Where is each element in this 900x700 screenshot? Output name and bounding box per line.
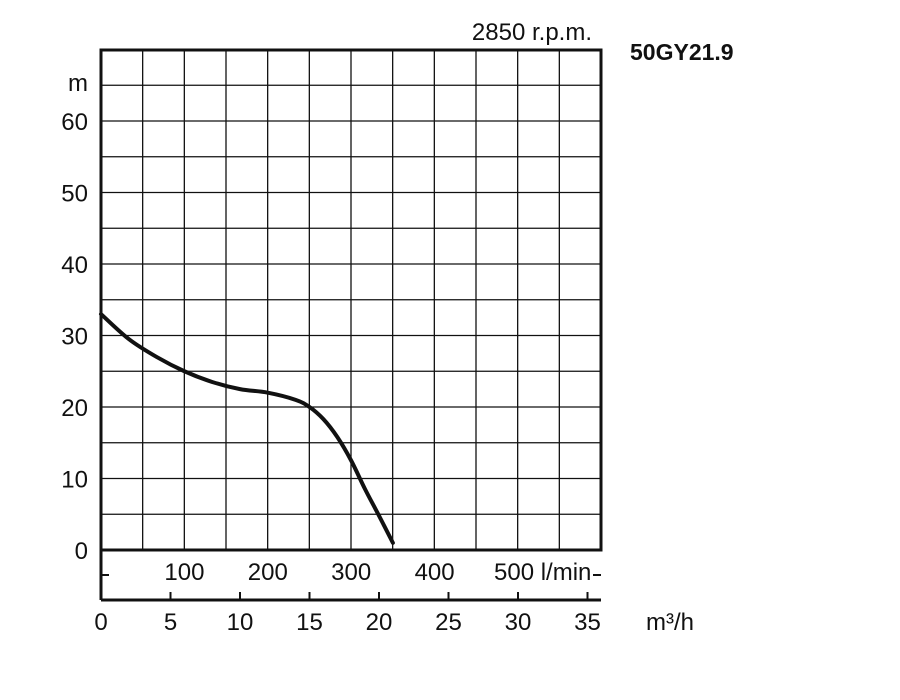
x-axis-label: m³/h: [646, 609, 694, 636]
x-tick-label: 25: [435, 609, 462, 636]
x-tick-label: 30: [505, 609, 532, 636]
model-label: 50GY21.9: [630, 39, 734, 65]
y-tick-label: 50: [61, 181, 88, 208]
x-tick-label: 20: [366, 609, 393, 636]
flow-lmin-tick-label: 100: [164, 559, 204, 586]
y-tick-label: 40: [61, 252, 88, 279]
axes: [99, 48, 603, 602]
x-tick-label: 15: [296, 609, 323, 636]
curve-layer: [99, 312, 395, 545]
x-tick-label: 35: [574, 609, 601, 636]
plot-frame: [99, 48, 603, 552]
y-tick-label: 0: [75, 538, 88, 565]
flow-lmin-tick-label: 300: [331, 559, 371, 586]
flow-lmin-tick-label: 200: [248, 559, 288, 586]
x-tick-labels: 0 5 10 15 20 25 30 35: [94, 609, 601, 636]
pump-curve-line: [99, 312, 395, 545]
y-tick-labels: 0 10 20 30 40 50 60: [61, 109, 88, 565]
y-tick-label: 10: [61, 467, 88, 494]
y-tick-label: 30: [61, 324, 88, 351]
flow-lmin-tick-label: 400: [415, 559, 455, 586]
x-tick-label: 0: [94, 609, 107, 636]
x-tick-label: 5: [164, 609, 177, 636]
y-tick-label: 60: [61, 109, 88, 136]
grid: [101, 50, 601, 550]
y-axis-label: m: [68, 70, 88, 97]
x-tick-label: 10: [227, 609, 254, 636]
flow-lmin-tick-label: 500 l/min: [494, 559, 591, 586]
flow-lmin-tick-labels: 100 200 300 400 500 l/min: [164, 559, 591, 586]
y-tick-label: 20: [61, 395, 88, 422]
speed-label: 2850 r.p.m.: [472, 19, 592, 46]
